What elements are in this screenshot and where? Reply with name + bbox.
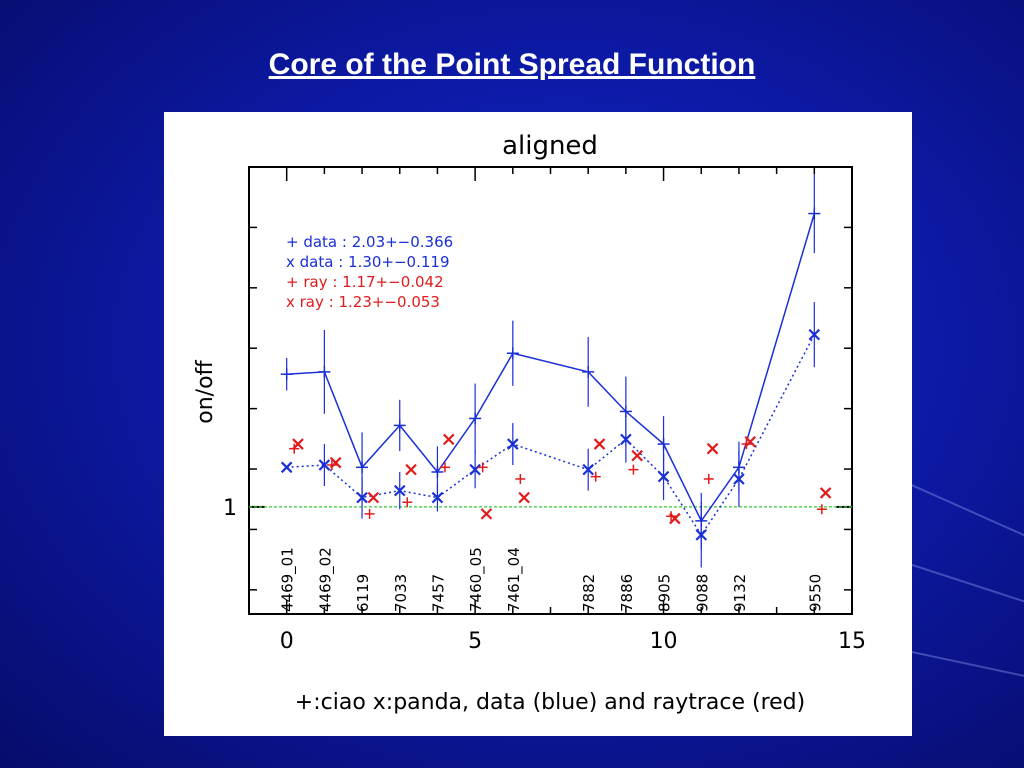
x-marker <box>318 459 331 471</box>
obsid-label: 4469_01 <box>279 547 298 612</box>
plot-panel: aligned on/off +:ciao x:panda, data (blu… <box>164 112 912 736</box>
x-marker <box>367 491 380 504</box>
plus-marker <box>356 461 369 474</box>
plus-marker <box>393 419 406 432</box>
plus-marker <box>590 471 601 482</box>
x-marker <box>620 433 632 446</box>
obsid-label: 9550 <box>806 574 824 612</box>
plus-marker <box>657 438 670 451</box>
y-axis-label: on/off <box>193 359 218 423</box>
obsid-label: 7033 <box>392 574 410 612</box>
obsid-label: 7457 <box>429 574 447 612</box>
x-tick-label: 10 <box>650 629 678 654</box>
legend-entry: x ray : 1.23+−0.053 <box>286 293 440 311</box>
x-marker <box>292 438 304 450</box>
obsid-label: 9132 <box>731 574 749 612</box>
obsid-label: 7882 <box>580 574 598 612</box>
series-line <box>286 334 815 537</box>
plus-marker <box>703 473 714 484</box>
x-marker <box>593 438 606 450</box>
x-marker <box>480 508 493 520</box>
obsid-label: 7461_04 <box>505 547 524 612</box>
x-marker <box>733 473 745 485</box>
x-marker <box>695 529 708 541</box>
plus-marker <box>364 508 375 519</box>
x-marker <box>442 433 455 446</box>
plus-marker <box>816 504 827 515</box>
plus-marker <box>477 462 488 473</box>
x-tick-label: 0 <box>280 629 294 654</box>
series-2 <box>289 439 827 522</box>
chart-title: aligned <box>502 131 598 161</box>
x-marker <box>819 487 832 499</box>
x-marker <box>431 491 444 504</box>
series-1 <box>280 302 821 568</box>
legend-entry: x data : 1.30+−0.119 <box>286 253 450 271</box>
legend-entry: + ray : 1.17+−0.042 <box>286 273 444 291</box>
obsid-label: 6119 <box>354 574 372 612</box>
x-marker <box>280 461 293 474</box>
x-marker <box>356 491 368 504</box>
x-marker <box>582 463 594 476</box>
psf-core-chart: aligned on/off +:ciao x:panda, data (blu… <box>193 131 866 715</box>
plus-marker <box>431 465 444 478</box>
obsid-label: 4469_02 <box>316 547 335 612</box>
plus-marker <box>469 412 482 425</box>
plus-marker <box>439 462 450 473</box>
x-marker <box>706 442 719 455</box>
x-marker <box>393 484 406 497</box>
x-marker <box>507 438 519 450</box>
plus-marker <box>619 405 632 418</box>
y-tick-label: 1 <box>223 496 237 521</box>
x-marker <box>631 449 643 462</box>
x-marker <box>808 328 821 341</box>
background-streak <box>899 560 1024 624</box>
plus-marker <box>402 497 413 508</box>
x-tick-label: 15 <box>838 629 866 654</box>
plus-marker <box>318 365 331 378</box>
plus-marker <box>280 368 293 381</box>
legend-entry: + data : 2.03+−0.366 <box>286 233 453 251</box>
x-marker <box>405 463 417 476</box>
x-marker <box>469 463 481 476</box>
x-marker <box>669 512 681 525</box>
x-marker <box>329 456 342 469</box>
obsid-label: 7460_05 <box>467 547 486 612</box>
obsid-label: 8905 <box>656 574 674 612</box>
plus-marker <box>506 347 519 360</box>
x-marker <box>657 470 670 483</box>
series-3 <box>292 433 832 525</box>
obsid-label: 7886 <box>618 574 636 612</box>
obsid-label: 9088 <box>693 574 711 612</box>
plus-marker <box>808 207 821 220</box>
plus-marker <box>628 464 639 475</box>
x-marker <box>744 435 757 448</box>
x-axis-label: +:ciao x:panda, data (blue) and raytrace… <box>295 690 805 715</box>
x-marker <box>518 491 530 504</box>
slide-title: Core of the Point Spread Function <box>268 48 756 81</box>
x-tick-label: 5 <box>468 629 482 654</box>
plus-marker <box>515 473 526 484</box>
plus-marker <box>582 365 595 378</box>
